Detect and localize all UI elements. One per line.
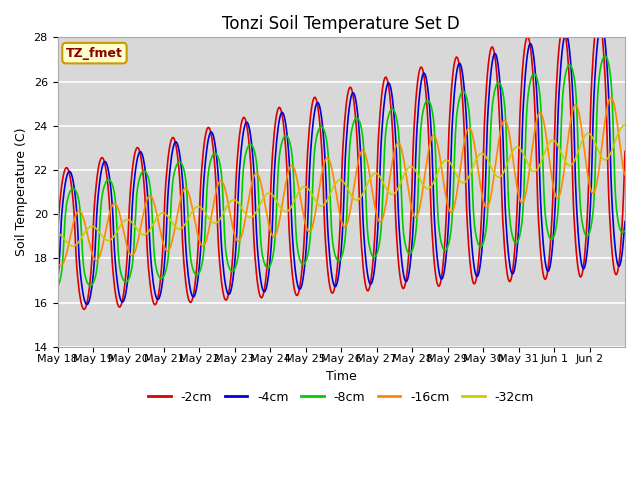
-16cm — [433, 137, 440, 143]
Text: TZ_fmet: TZ_fmet — [66, 47, 123, 60]
Line: -16cm: -16cm — [58, 97, 625, 265]
-32cm — [225, 200, 233, 206]
-16cm — [57, 263, 65, 268]
-32cm — [621, 122, 629, 128]
-4cm — [54, 276, 61, 282]
-32cm — [69, 243, 77, 249]
-16cm — [225, 206, 233, 212]
Line: -4cm: -4cm — [58, 24, 625, 305]
-16cm — [253, 171, 261, 177]
Line: -2cm: -2cm — [58, 17, 625, 310]
-4cm — [598, 21, 605, 27]
-2cm — [121, 281, 129, 287]
-4cm — [121, 295, 129, 300]
Line: -32cm: -32cm — [58, 125, 625, 246]
Line: -8cm: -8cm — [58, 56, 625, 286]
-4cm — [83, 302, 91, 308]
-4cm — [401, 276, 408, 282]
-2cm — [595, 14, 602, 20]
-32cm — [401, 171, 408, 177]
-4cm — [621, 219, 629, 225]
-2cm — [433, 276, 440, 282]
-4cm — [253, 243, 261, 249]
-8cm — [274, 171, 282, 177]
-2cm — [621, 149, 629, 155]
-8cm — [225, 263, 232, 268]
-16cm — [621, 172, 629, 178]
-2cm — [225, 288, 233, 293]
-2cm — [401, 284, 408, 290]
-2cm — [54, 232, 61, 238]
-32cm — [54, 231, 61, 237]
-4cm — [225, 291, 233, 297]
-8cm — [621, 228, 629, 234]
-32cm — [433, 173, 440, 179]
-8cm — [601, 53, 609, 59]
-16cm — [401, 162, 408, 168]
-4cm — [433, 245, 440, 251]
Legend: -2cm, -4cm, -8cm, -16cm, -32cm: -2cm, -4cm, -8cm, -16cm, -32cm — [143, 385, 540, 408]
-16cm — [275, 221, 283, 227]
-8cm — [253, 160, 260, 166]
-4cm — [275, 120, 283, 126]
-32cm — [121, 217, 129, 223]
-16cm — [121, 234, 129, 240]
-16cm — [54, 261, 61, 267]
-32cm — [253, 207, 261, 213]
-16cm — [607, 95, 615, 100]
-32cm — [275, 202, 283, 207]
-2cm — [81, 307, 88, 312]
-2cm — [275, 105, 283, 110]
X-axis label: Time: Time — [326, 370, 356, 383]
-8cm — [400, 232, 408, 238]
-2cm — [253, 278, 261, 284]
-8cm — [54, 283, 61, 289]
-8cm — [120, 278, 128, 284]
-8cm — [432, 153, 440, 158]
Y-axis label: Soil Temperature (C): Soil Temperature (C) — [15, 128, 28, 256]
Title: Tonzi Soil Temperature Set D: Tonzi Soil Temperature Set D — [222, 15, 460, 33]
